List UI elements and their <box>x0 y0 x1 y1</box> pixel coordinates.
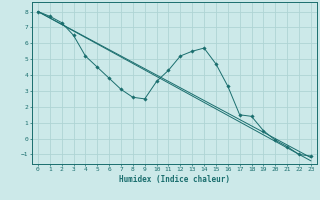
X-axis label: Humidex (Indice chaleur): Humidex (Indice chaleur) <box>119 175 230 184</box>
